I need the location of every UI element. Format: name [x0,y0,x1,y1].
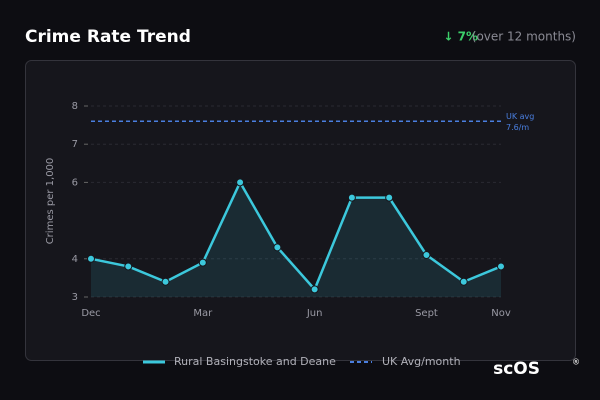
point [161,277,170,286]
y-tick-label: 6 [72,177,78,188]
x-tick-label: Jun [306,308,323,319]
y-tick-label: 3 [72,292,78,303]
y-axis-label: Crimes per 1,000 [45,158,56,245]
title: Crime Rate Trend [25,27,191,47]
line [90,179,502,292]
x-tick-label: Dec [81,308,100,319]
legend-label: Rural Basingstoke and Deane [174,355,336,368]
change: ↓ 7% [443,30,478,44]
point [459,277,468,286]
x-tick-label: Mar [193,308,213,319]
change-note: (over 12 months) [472,30,576,44]
point [87,254,95,263]
point [198,258,207,267]
y-tick-label: 7 [72,139,78,150]
reference-label: 7.6/m [506,123,529,132]
reference-label: UK avg [506,112,534,121]
brand: scOS [493,359,540,379]
point [273,243,282,252]
point [385,193,394,202]
point [422,250,431,259]
point [347,193,356,202]
card [25,60,576,361]
point [236,178,245,187]
x-tick-label: Nov [491,308,511,319]
point [310,285,319,294]
x-tick-label: Sept [415,308,438,319]
legend-label: UK Avg/month [382,355,461,368]
point [497,262,505,271]
brand-mark: ® [572,358,580,367]
y-tick-label: 4 [72,254,78,265]
y-tick-label: 8 [72,101,78,112]
point [124,262,133,271]
